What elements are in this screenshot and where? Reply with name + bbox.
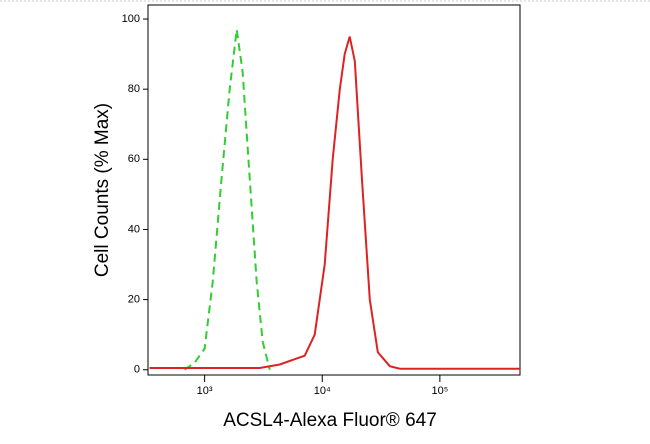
x-tick-label: 10⁴	[314, 385, 331, 397]
y-tick-label: 0	[134, 364, 140, 376]
plot-frame	[147, 4, 521, 376]
y-tick-label: 100	[122, 13, 140, 25]
y-tick-label: 80	[128, 83, 140, 95]
y-tick-label: 20	[128, 294, 140, 306]
histogram-line	[184, 29, 271, 371]
x-tick-label: 10⁵	[431, 385, 448, 397]
x-axis-label: ACSL4-Alexa Fluor® 647	[223, 410, 437, 431]
y-axis-label: Cell Counts (% Max)	[92, 103, 113, 277]
y-tick-label: 60	[128, 153, 140, 165]
x-tick-label: 10³	[197, 385, 213, 397]
y-tick-label: 40	[128, 223, 140, 235]
histogram-line	[149, 36, 520, 370]
